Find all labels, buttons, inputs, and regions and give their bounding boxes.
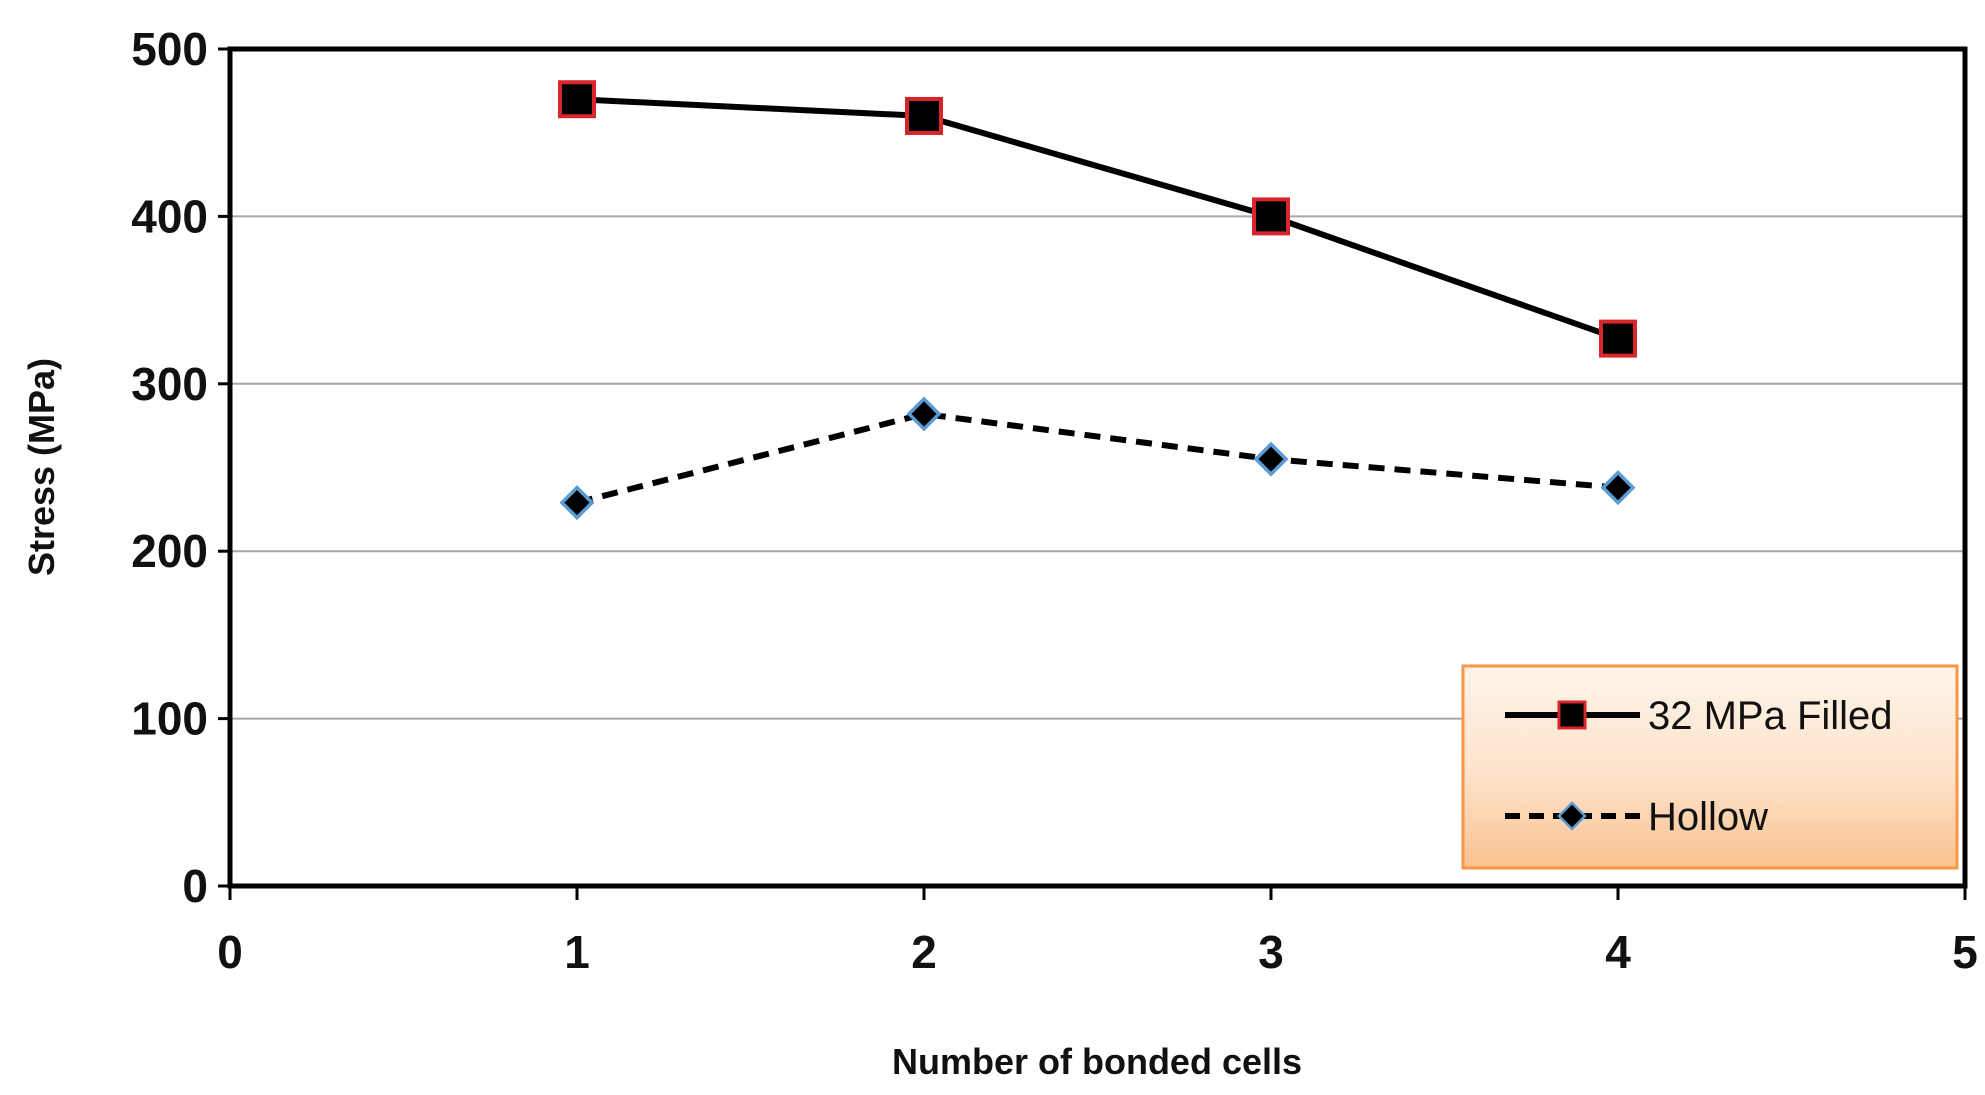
y-tick-label-500: 500 [131, 23, 208, 75]
legend-hollow-marker [1557, 801, 1587, 831]
tick-labels: 0 100 200 300 400 500 0 1 2 3 4 5 [131, 23, 1978, 978]
y-tick-label-400: 400 [131, 190, 208, 242]
point-32-mpa-filled-3 [1252, 197, 1290, 236]
x-tick-label-2: 2 [911, 926, 937, 978]
x-axis-title: Number of bonded cells [892, 1041, 1302, 1082]
legend-filled-label: 32 MPa Filled [1648, 694, 1893, 738]
legend-filled-marker [1557, 700, 1587, 730]
point-hollow-1 [559, 485, 595, 521]
grid-lines [230, 215, 1965, 720]
legend-hollow-label: Hollow [1648, 795, 1768, 839]
point-hollow-3 [1253, 441, 1289, 477]
legend-box [1461, 664, 1959, 870]
x-tick-label-1: 1 [564, 926, 590, 978]
point-32-mpa-filled-2 [905, 96, 943, 135]
axes [218, 47, 1967, 900]
point-32-mpa-filled-1 [558, 80, 596, 119]
y-tick-label-100: 100 [131, 693, 208, 745]
point-hollow-4 [1600, 470, 1636, 506]
x-tick-label-4: 4 [1605, 926, 1631, 978]
series-line-hollow [576, 410, 1619, 506]
y-axis-title: Stress (MPa) [21, 358, 62, 576]
y-tick-label-0: 0 [182, 860, 208, 912]
point-hollow-2 [906, 396, 942, 432]
x-tick-label-0: 0 [217, 926, 243, 978]
x-tick-label-5: 5 [1952, 926, 1978, 978]
plot-area-frame [227, 46, 1968, 889]
y-tick-label-300: 300 [131, 358, 208, 410]
y-tick-label-200: 200 [131, 525, 208, 577]
x-tick-label-3: 3 [1258, 926, 1284, 978]
point-32-mpa-filled-4 [1599, 319, 1637, 358]
legend: 32 MPa Filled Hollow [1461, 664, 1959, 870]
series-line-32-mpa-filled [576, 96, 1619, 342]
series-group [558, 80, 1637, 521]
